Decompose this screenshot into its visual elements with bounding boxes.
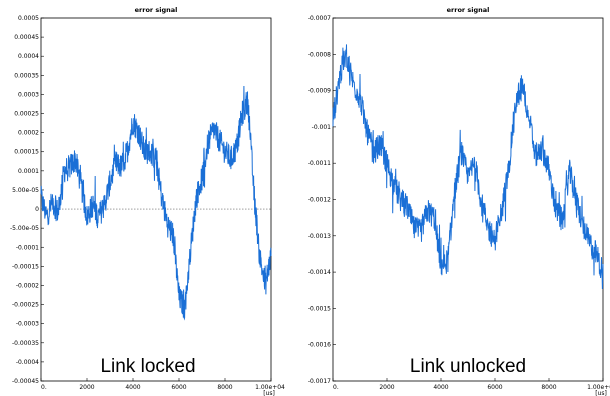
y-tick-label: -0.0014 <box>308 269 331 276</box>
x-tick-label: 8000 <box>541 384 556 391</box>
y-tick-label: 0.0002 <box>18 130 39 137</box>
y-tick-label: 0.0004 <box>18 53 39 60</box>
x-tick-label: 4000 <box>433 384 448 391</box>
y-tick-label: 0.0003 <box>18 91 39 98</box>
y-axis: -0.0007 -0.0008 -0.0009 -0.001 -0.0011 -0.001… <box>308 15 336 385</box>
y-tick-label: -0.0013 <box>308 233 331 240</box>
x-tick-label: 2000 <box>379 384 394 391</box>
chart-link-unlocked: error signal -0.0007 -0.0008 -0.0009 -0.001… <box>308 6 610 396</box>
plot-frame <box>40 17 272 382</box>
x-axis: 0. 2000 4000 6000 8000 1.00e+04[us] <box>332 378 610 396</box>
plot-frame <box>332 17 604 382</box>
x-tick-label: 8000 <box>217 384 232 391</box>
x-tick-label: 0. <box>333 384 339 391</box>
y-tick-label: -0.0011 <box>308 160 331 167</box>
series-line <box>332 44 604 290</box>
y-tick-label: -0.0008 <box>308 51 331 58</box>
y-tick-label: -0.00015 <box>12 263 39 270</box>
x-axis-label: [us] <box>263 390 275 396</box>
y-tick-label: -0.0017 <box>308 378 331 385</box>
x-tick-label: 4000 <box>125 384 140 391</box>
y-tick-label: 0.00045 <box>14 34 39 41</box>
y-tick-label: -5.00e-05 <box>10 225 39 232</box>
y-tick-label: -0.0002 <box>16 282 39 289</box>
chart-caption: Link unlocked <box>410 356 526 377</box>
y-tick-label: 5.00e-05 <box>12 187 39 194</box>
y-tick-label: -0.001 <box>312 124 332 131</box>
y-tick-label: -0.0003 <box>16 321 39 328</box>
y-tick-label: -0.00045 <box>12 378 39 385</box>
x-axis-label: [us] <box>595 390 607 396</box>
y-tick-label: 0.00035 <box>14 72 39 79</box>
chart-link-locked: error signal 0.00050.000450.00040.000350… <box>10 6 285 396</box>
y-tick-label: -0.00035 <box>12 340 39 347</box>
x-tick-label: 1.00e+04 <box>255 384 285 391</box>
x-tick-label: 6000 <box>487 384 502 391</box>
y-tick-label: -0.00025 <box>12 302 39 309</box>
x-axis: 0. 2000 4000 6000 8000 1.00e+04[us] <box>40 378 285 396</box>
x-tick-label: 6000 <box>171 384 186 391</box>
x-tick-label: 2000 <box>79 384 94 391</box>
y-tick-label: -0.0001 <box>16 244 39 251</box>
y-tick-label: -0.0004 <box>16 359 39 366</box>
y-axis: 0.0005 0.00045 0.0004 0.00035 0.0003 0.00025 0… <box>10 15 44 385</box>
series-line <box>40 85 272 321</box>
chart-title: error signal <box>135 6 178 14</box>
y-tick-label: -0.0016 <box>308 342 331 349</box>
y-tick-label: -0.0007 <box>308 15 331 22</box>
x-tick-label: 1.00e+04 <box>587 384 610 391</box>
y-tick-label: 0.0001 <box>18 168 39 175</box>
chart-title: error signal <box>447 6 490 14</box>
y-tick-label: 0.0005 <box>18 15 39 22</box>
y-tick-label: -0.0012 <box>308 197 331 204</box>
y-tick-label: 0.00015 <box>14 149 39 156</box>
y-tick-label: 0.00025 <box>14 111 39 118</box>
y-tick-label: -0.0009 <box>308 88 331 95</box>
y-tick-label: -0.0015 <box>308 305 331 312</box>
y-tick-label: 0 <box>35 206 39 213</box>
chart-caption: Link locked <box>100 356 195 377</box>
x-tick-label: 0. <box>41 384 47 391</box>
